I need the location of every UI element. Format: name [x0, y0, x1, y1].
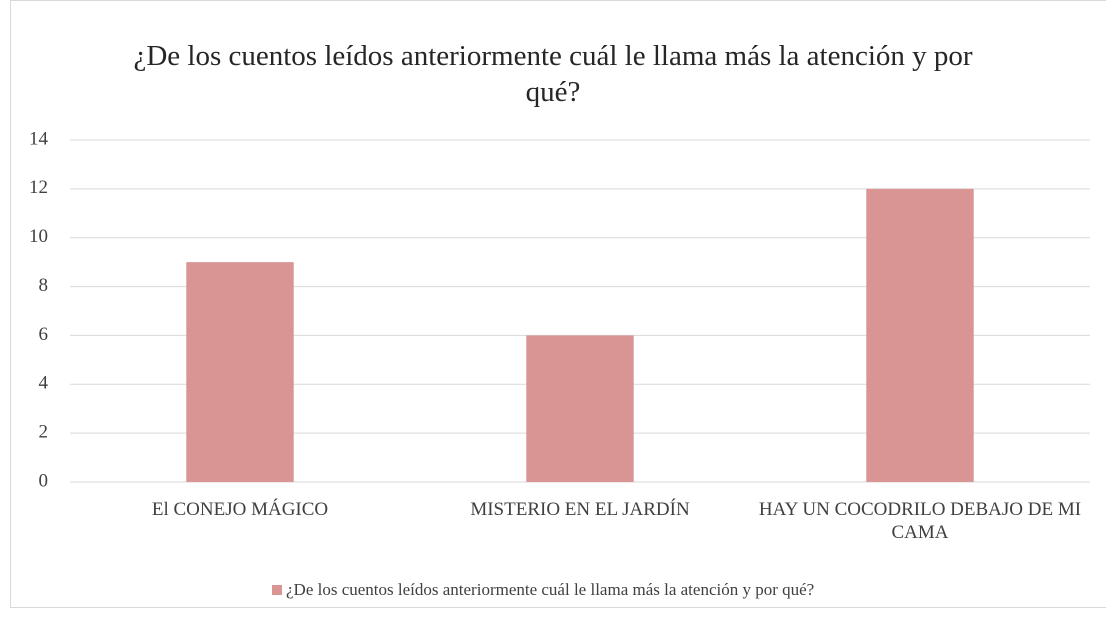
y-tick-label: 12: [29, 177, 48, 198]
x-tick-label: MISTERIO EN EL JARDÍN: [470, 499, 690, 520]
x-tick-label: El CONEJO MÁGICO: [151, 499, 329, 520]
y-tick-label: 8: [39, 275, 49, 296]
bar: [866, 188, 974, 482]
legend-swatch: [272, 585, 282, 595]
bar: [526, 335, 634, 482]
legend-label: ¿De los cuentos leídos anteriormente cuá…: [286, 580, 814, 599]
x-tick-label: HAY UN COCODRILO DEBAJO DE MI CAMA: [758, 499, 1082, 543]
y-tick-label: 14: [29, 128, 49, 149]
y-tick-label: 4: [39, 373, 49, 394]
title-box: ¿De los cuentos leídos anteriormente cuá…: [0, 38, 1106, 110]
bar: [186, 262, 294, 482]
y-tick-label: 0: [39, 470, 49, 491]
chart-border: [10, 0, 1106, 608]
y-tick-label: 10: [29, 226, 48, 247]
y-tick-label: 6: [39, 324, 49, 345]
y-tick-label: 2: [39, 422, 49, 443]
chart-title: ¿De los cuentos leídos anteriormente cuá…: [133, 40, 973, 108]
